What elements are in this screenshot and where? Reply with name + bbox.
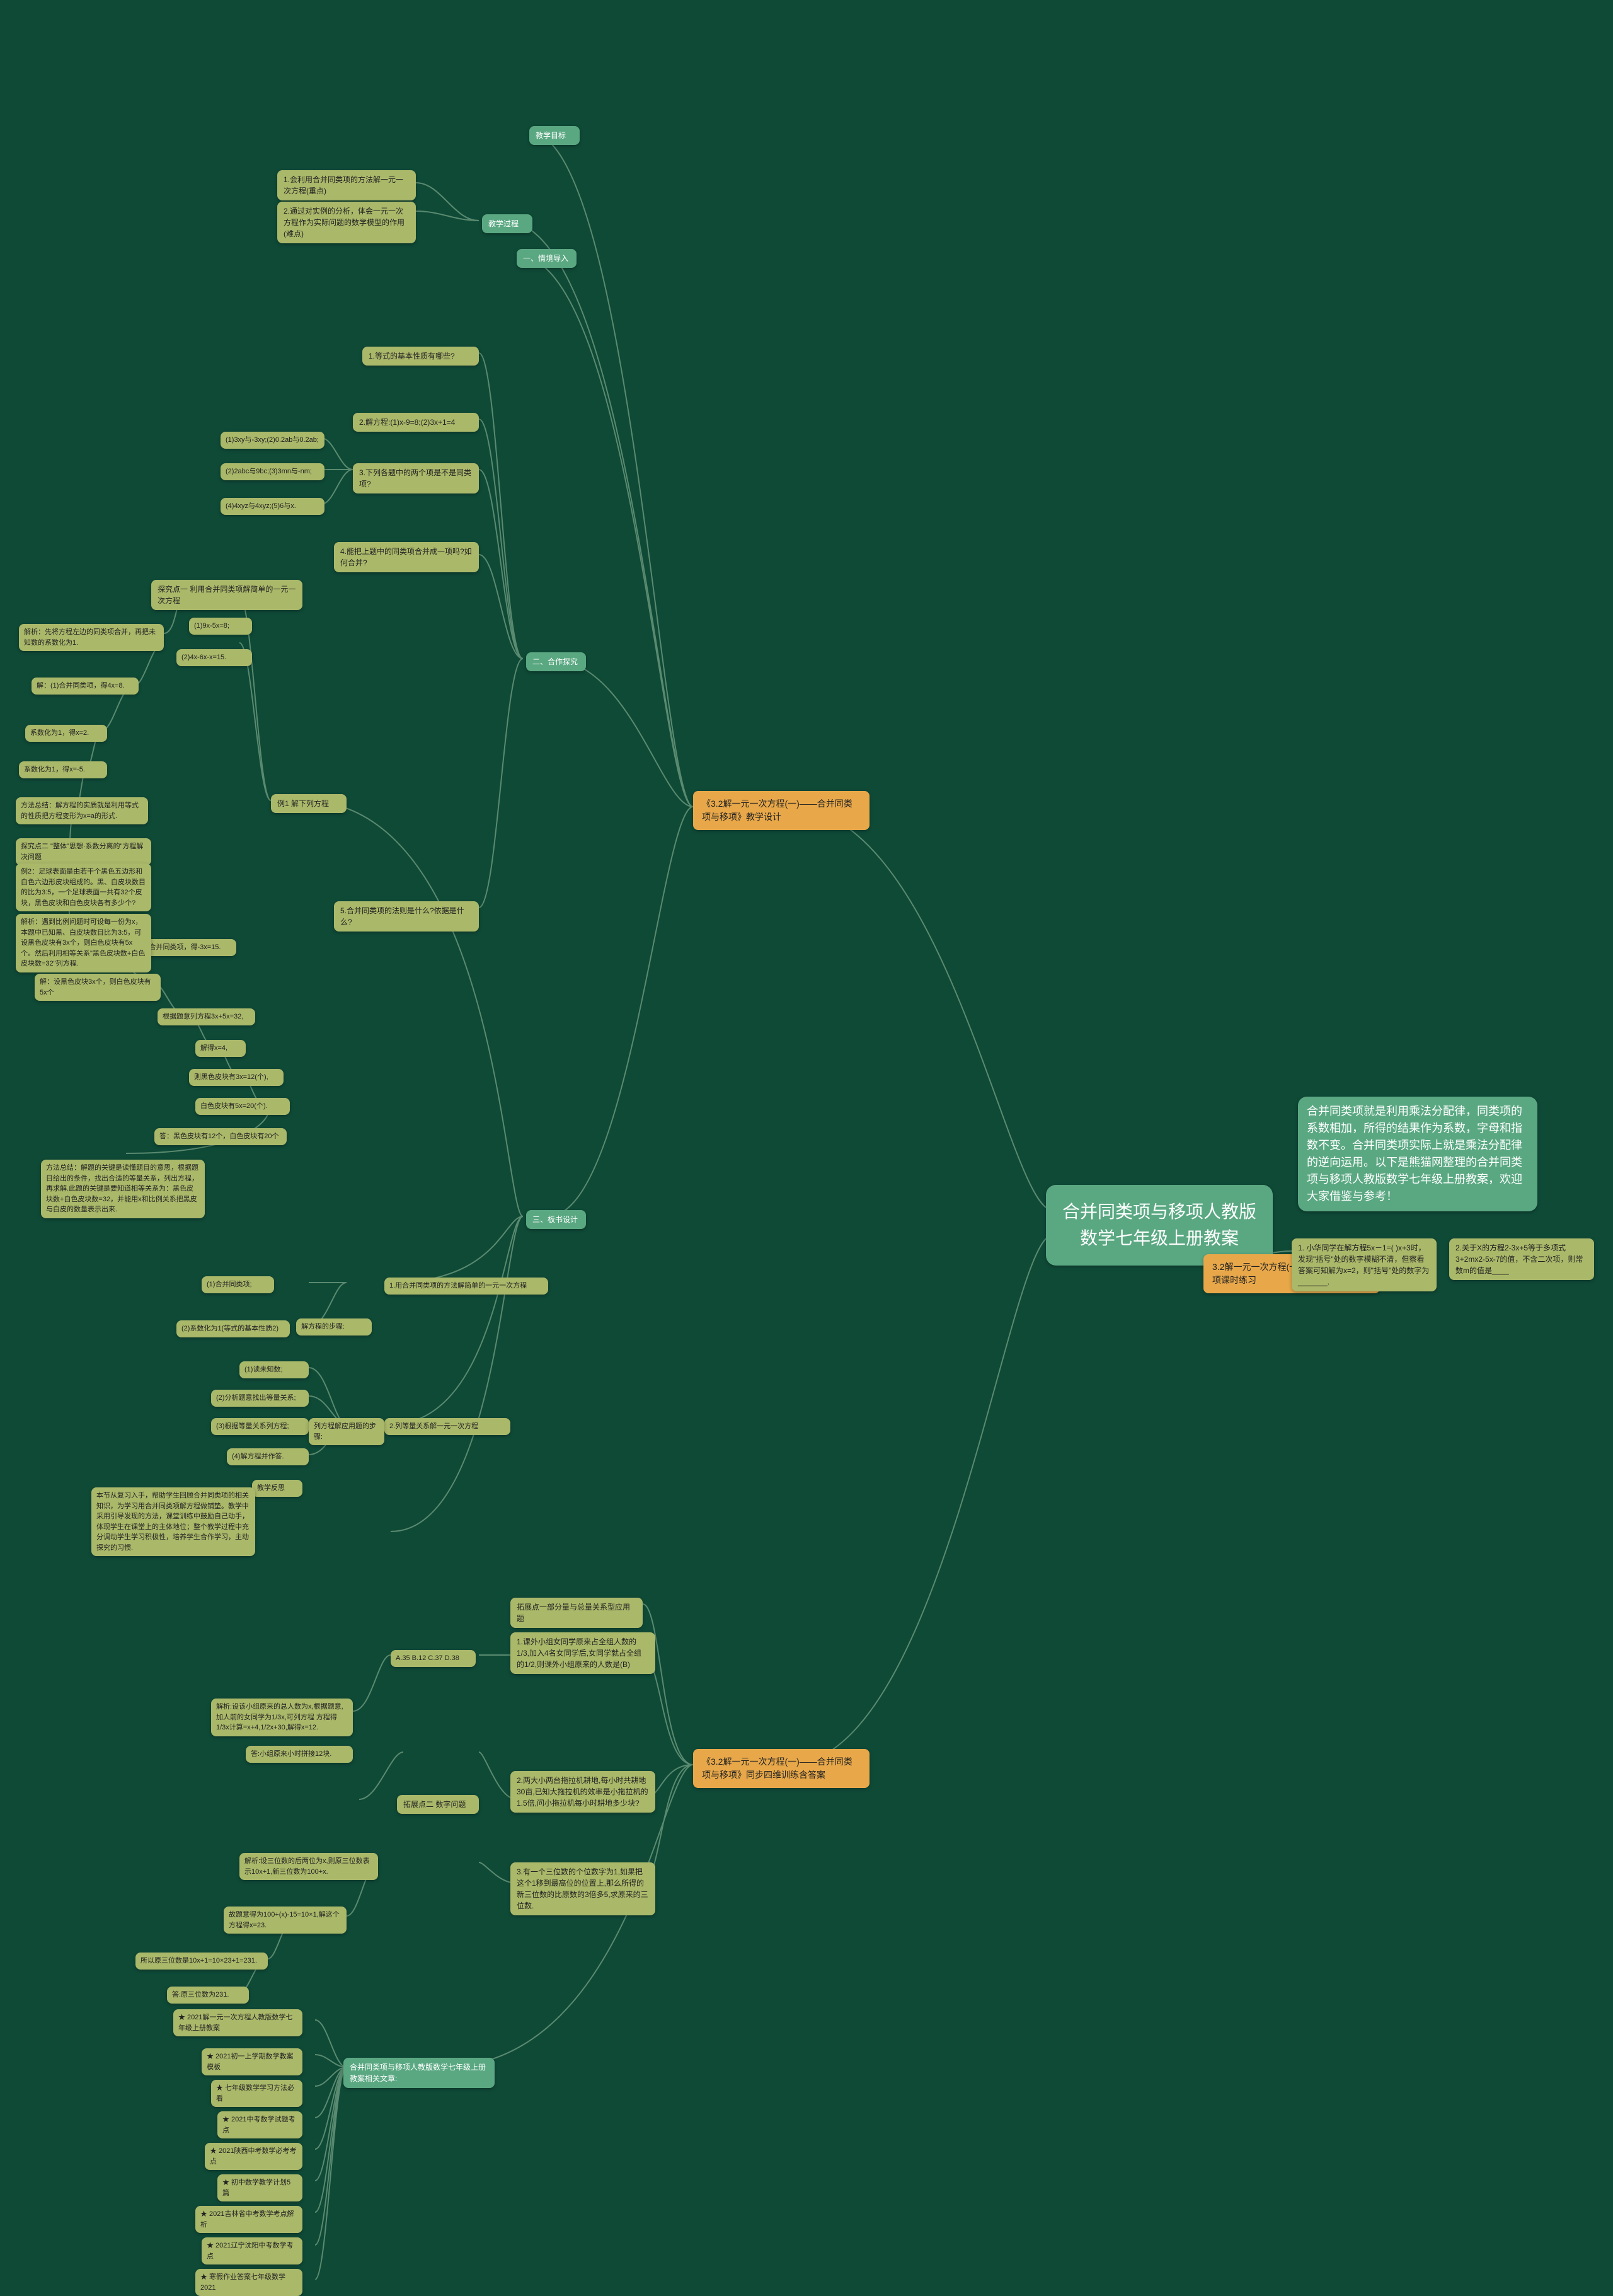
c5[interactable]: 三、板书设计 — [526, 1210, 586, 1229]
c5-step2-sub3: (3)根据等量关系列方程; — [211, 1418, 309, 1435]
c2-child-2: 2.通过对实例的分析，体会一元一次方程作为实际问题的数学模型的作用 (难点) — [277, 202, 416, 243]
c5-step1: 1.用合并同类项的方法解简单的一元一次方程 — [384, 1278, 548, 1295]
b3-p1-ans: 答:小组原来小时拼接12块. — [246, 1746, 353, 1763]
related-1[interactable]: ★ 2021初一上学期数学教案模板 — [202, 2048, 302, 2075]
explore2-label: 探究点二 "整体"思想·系数分离的"方程解决问题 — [16, 838, 151, 865]
c4-sub3-2: (2)2abc与9bc;(3)3mn与-nm; — [221, 463, 324, 480]
b3-p3-analysis: 解析:设三位数的后两位为x,则原三位数表示10x+1,新三位数为100+x. — [239, 1853, 378, 1880]
c4-sub3-3: (4)4xyz与4xyz;(5)6与x. — [221, 498, 324, 515]
b3-p2-label: 拓展点二 数字问题 — [397, 1795, 479, 1814]
explore1-label: 探究点一 利用合并同类项解简单的一元一次方程 — [151, 580, 302, 610]
c3[interactable]: 一、情境导入 — [517, 249, 577, 268]
c5-step2-sub4: (4)解方程并作答. — [227, 1448, 309, 1465]
c4-item-5: 5.合并同类项的法则是什么?依据是什么? — [334, 901, 479, 932]
b3-expand: 拓展点一部分量与总量关系型应用题 — [510, 1598, 643, 1628]
explore2-prob: 例2：足球表面是由若干个黑色五边形和白色六边形皮块组成的。黑、白皮块数目的比为3… — [16, 863, 151, 911]
explore1-item-1: (1)9x-5x=8; — [189, 618, 252, 635]
b2-child-1: 1. 小华同学在解方程5x－1=( )x+3时，发现"括号"处的数字模糊不清，但… — [1292, 1238, 1437, 1291]
explore2-analysis: 解析：遇到比例问题时可设每一份为x，本题中已知黑、白皮块数目比为3:5，可设黑色… — [16, 914, 151, 972]
b3-p3: 3.有一个三位数的个位数字为1,如果把这个1移到最高位的位置上,那么所得的新三位… — [510, 1862, 655, 1915]
c4-item-4: 4.能把上题中的同类项合并成一项吗?如何合并? — [334, 542, 479, 572]
c5-reflection: 本节从复习入手，帮助学生回顾合并同类项的相关知识，为学习用合并同类项解方程做铺垫… — [91, 1487, 255, 1556]
b3-p3-ans: 答:原三位数为231. — [167, 1987, 249, 2004]
c4-item-1: 1.等式的基本性质有哪些? — [362, 347, 479, 366]
explore2-step1: 解得x=4, — [195, 1040, 246, 1057]
b2-child-2: 2.关于X的方程2-3x+5等于多项式3+2mx2-5x-7的值，不含二次项，则… — [1449, 1238, 1594, 1280]
explore2-step3: 白色皮块有5x=20(个). — [195, 1098, 290, 1115]
c2[interactable]: 教学过程 — [482, 214, 532, 233]
c5-steps-label: 解方程的步骤: — [296, 1318, 372, 1335]
c1[interactable]: 教学目标 — [529, 126, 580, 145]
explore2-summary: 方法总结：解题的关键是读懂题目的意思，根据题目给出的条件，找出合适的等量关系，列… — [41, 1160, 205, 1218]
explore2-step2: 则黑色皮块有3x=12(个), — [189, 1069, 284, 1086]
b3-p1-opts: A.35 B.12 C.37 D.38 — [391, 1650, 476, 1667]
explore2-answer: 答：黑色皮块有12个，白色皮块有20个 — [154, 1128, 287, 1145]
c5-reflection-label: 教学反思 — [252, 1480, 302, 1497]
root-description: 合并同类项就是利用乘法分配律，同类项的系数相加，所得的结果作为系数，字母和指数不… — [1298, 1097, 1537, 1211]
explore1-item-2: (2)4x-6x-x=15. — [176, 649, 252, 666]
related-7[interactable]: ★ 2021辽宁沈阳中考数学考点 — [202, 2237, 302, 2264]
c5-step1-sub2: (2)系数化为1(等式的基本性质2) — [176, 1320, 290, 1337]
related-0[interactable]: ★ 2021解一元一次方程人教版数学七年级上册教案 — [173, 2009, 302, 2036]
explore2-solve: 解：设黑色皮块3x个，则白色皮块有5x个 — [35, 974, 161, 1001]
related-8[interactable]: ★ 寒假作业答案七年级数学2021 — [195, 2269, 302, 2296]
c5-title: 例1 解下列方程 — [271, 794, 347, 813]
branch-b1[interactable]: 《3.2解一元一次方程(一)——合并同类项与移项》教学设计 — [693, 791, 870, 830]
explore1-s4: 系数化为1，得x=-5. — [19, 761, 107, 778]
explore2-eq: 根据题意列方程3x+5x=32, — [158, 1008, 255, 1025]
related-4[interactable]: ★ 2021陕西中考数学必考考点 — [205, 2143, 302, 2170]
c5-listeq: 列方程解应用题的步骤: — [309, 1418, 384, 1445]
c4-item-2: 2.解方程:(1)x-9=8;(2)3x+1=4 — [353, 413, 479, 432]
related-6[interactable]: ★ 2021吉林省中考数学考点解析 — [195, 2206, 302, 2233]
c4-item-3: 3.下列各题中的两个项是不是同类项? — [353, 463, 479, 493]
related-2[interactable]: ★ 七年级数学学习方法必看 — [211, 2080, 302, 2107]
c5-step1-sub1: (1)合并同类项; — [202, 1276, 274, 1293]
root-node[interactable]: 合并同类项与移项人教版 数学七年级上册教案 — [1046, 1185, 1273, 1266]
b3-p2: 2.两大小两台拖拉机耕地,每小时共耕地30亩,已知大拖拉机的效率是小拖拉机的1.… — [510, 1771, 655, 1813]
b3-p3-eq: 故题意得为100+(x)-15=10×1,解这个方程得x=23. — [224, 1907, 347, 1934]
related-5[interactable]: ★ 初中数学教学计划5篇 — [217, 2174, 302, 2201]
b3-p1: 1.课外小组女同学原来占全组人数的1/3,加入4名女同学后,女同学就占全组的1/… — [510, 1632, 655, 1674]
b3-p3-res: 所以原三位数是10x+1=10×23+1=231. — [135, 1953, 268, 1970]
c2-child-1: 1.会利用合并同类项的方法解一元一次方程(重点) — [277, 170, 416, 200]
explore1-s1: 解：(1)合并同类项，得4x=8. — [32, 678, 139, 695]
branch-b3[interactable]: 《3.2解一元一次方程(一)——合并同类项与移项》同步四维训练含答案 — [693, 1749, 870, 1788]
c4-sub3-1: (1)3xy与-3xy;(2)0.2ab与0.2ab; — [221, 432, 324, 449]
related-title: 合并同类项与移项人教版数学七年级上册教案相关文章: — [343, 2058, 495, 2088]
c5-step2-sub2: (2)分析题意找出等量关系; — [211, 1390, 309, 1407]
c5-step2-sub1: (1)读未知数; — [239, 1361, 309, 1378]
explore1-summary: 方法总结：解方程的实质就是利用等式的性质把方程变形为x=a的形式. — [16, 797, 148, 824]
explore1-s2: 系数化为1，得x=2. — [25, 725, 107, 742]
c4[interactable]: 二、合作探究 — [526, 652, 586, 671]
b3-p1-analysis: 解析:设该小组原来的总人数为x,根据题意,加人前的女同学为1/3x,可列方程 方… — [211, 1699, 353, 1736]
c5-step2: 2.列等量关系解一元一次方程 — [384, 1418, 510, 1435]
explore1-intro: 解析：先将方程左边的同类项合并，再把未知数的系数化为1. — [19, 624, 164, 651]
related-3[interactable]: ★ 2021中考数学试题考点 — [217, 2111, 302, 2138]
